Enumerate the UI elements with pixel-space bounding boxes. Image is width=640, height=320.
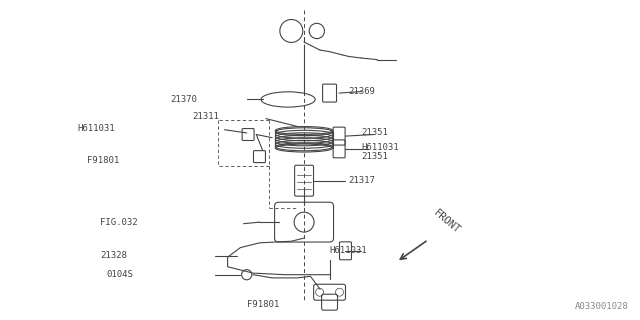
- Text: 21317: 21317: [349, 176, 376, 185]
- Text: 21328: 21328: [100, 251, 127, 260]
- Text: 0104S: 0104S: [106, 270, 133, 279]
- Text: 21351: 21351: [362, 128, 388, 137]
- Text: A033001028: A033001028: [575, 302, 628, 311]
- Text: FIG.032: FIG.032: [100, 218, 138, 227]
- Text: 21370: 21370: [170, 95, 197, 104]
- Text: H611031: H611031: [78, 124, 115, 132]
- Text: F91801: F91801: [88, 156, 120, 164]
- Text: F91801: F91801: [246, 300, 279, 309]
- Text: 21311: 21311: [193, 113, 220, 122]
- Text: H611031: H611031: [330, 246, 367, 255]
- Text: FRONT: FRONT: [431, 208, 461, 236]
- Text: 21369: 21369: [349, 87, 376, 96]
- Text: 21351: 21351: [362, 152, 388, 161]
- Text: H611031: H611031: [362, 143, 399, 152]
